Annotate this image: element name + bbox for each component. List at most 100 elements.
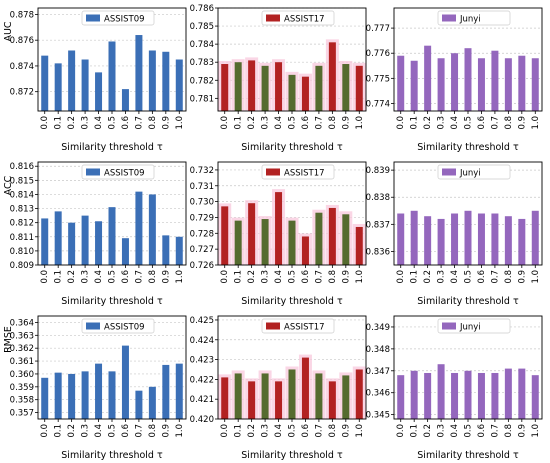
x-tick-label: 0.3 — [437, 270, 447, 284]
bar — [410, 60, 418, 111]
axes-frame — [37, 161, 187, 266]
axes-frame — [217, 7, 367, 112]
bar — [328, 207, 336, 265]
x-tick-label: 0.4 — [450, 424, 460, 438]
bar — [221, 64, 229, 111]
bar — [135, 390, 143, 419]
y-tick-label: 0.809 — [10, 261, 34, 271]
bar — [95, 72, 103, 111]
axes-frame — [37, 315, 187, 420]
x-tick-label: 0.3 — [261, 116, 271, 130]
x-tick-label: 0.3 — [81, 424, 91, 438]
bar — [275, 62, 283, 111]
bar — [424, 45, 432, 112]
x-tick-label: 0.4 — [274, 424, 284, 438]
x-tick-label: 0.4 — [274, 270, 284, 284]
bar — [95, 363, 103, 419]
bar — [301, 236, 309, 265]
x-tick-label: 0.4 — [450, 270, 460, 284]
axes-frame — [393, 7, 543, 112]
x-tick-label: 0.9 — [341, 116, 351, 130]
x-axis-label: Similarity threshold τ — [417, 450, 519, 461]
bar — [54, 63, 62, 111]
bar — [437, 58, 445, 111]
y-tick-label: 0.362 — [10, 344, 34, 354]
x-axis-label: Similarity threshold τ — [61, 296, 163, 307]
x-tick-label: 0.0 — [396, 424, 406, 438]
bar — [148, 194, 156, 265]
x-tick-label: 0.0 — [396, 270, 406, 284]
bar — [397, 375, 405, 419]
x-tick-label: 0.3 — [437, 424, 447, 438]
y-tick-label: 0.346 — [366, 389, 390, 399]
y-tick-label: 0.348 — [366, 345, 390, 355]
x-tick-label: 0.7 — [134, 424, 144, 438]
legend-swatch — [86, 322, 100, 330]
bar — [68, 373, 76, 419]
y-tick-label: 0.732 — [190, 166, 214, 176]
x-tick-label: 0.6 — [301, 270, 311, 284]
y-tick-label: 0.726 — [190, 261, 214, 271]
legend: Junyi — [437, 318, 511, 334]
bar — [108, 207, 116, 265]
y-axis-label: AUC — [3, 21, 14, 41]
bar — [121, 89, 129, 111]
x-tick-label: 0.7 — [314, 424, 324, 438]
y-tick-label: 0.421 — [190, 395, 214, 405]
x-tick-label: 0.2 — [247, 424, 257, 438]
x-tick-label: 0.8 — [148, 424, 158, 438]
x-tick-label: 0.9 — [341, 270, 351, 284]
bar — [41, 55, 49, 111]
bar — [234, 373, 242, 419]
axes-frame — [37, 7, 187, 112]
y-tick-label: 0.811 — [10, 233, 34, 243]
x-tick-label: 0.0 — [220, 424, 230, 438]
x-tick-label: 1.0 — [175, 424, 185, 438]
x-tick-label: 0.1 — [234, 424, 244, 438]
x-tick-label: 0.2 — [423, 424, 433, 438]
x-tick-label: 0.1 — [410, 116, 420, 130]
y-tick-label: 0.361 — [10, 357, 34, 367]
bar — [355, 65, 363, 111]
bar — [315, 65, 323, 111]
x-tick-label: 0.7 — [134, 116, 144, 130]
x-tick-label: 0.2 — [247, 270, 257, 284]
x-tick-label: 0.4 — [450, 116, 460, 130]
bar — [477, 372, 485, 419]
bar — [162, 51, 170, 111]
x-axis-label: Similarity threshold τ — [241, 142, 343, 153]
panel-acc-assist17: 0.726 0.727 0.728 0.729 0.730 0.731 0.732 0.0 0.… — [190, 161, 367, 307]
bar — [175, 363, 183, 419]
x-tick-label: 0.5 — [108, 116, 118, 130]
x-tick-label: 0.6 — [477, 116, 487, 130]
panel-rmse-assist09: 0.357 0.358 0.359 0.360 0.361 0.362 0.363 0.364… — [3, 315, 187, 461]
bar — [234, 220, 242, 265]
x-tick-label: 0.5 — [288, 424, 298, 438]
x-tick-label: 0.6 — [121, 270, 131, 284]
legend-label: Junyi — [459, 15, 481, 25]
bar — [108, 371, 116, 419]
x-tick-label: 0.9 — [161, 270, 171, 284]
x-tick-label: 0.6 — [121, 116, 131, 130]
axes-frame — [393, 315, 543, 420]
y-tick-label: 0.876 — [10, 36, 34, 46]
y-tick-label: 0.878 — [10, 10, 34, 20]
y-tick-label: 0.784 — [190, 40, 214, 50]
bar — [175, 59, 183, 111]
x-tick-label: 0.7 — [490, 270, 500, 284]
x-tick-label: 0.1 — [54, 270, 64, 284]
bar — [221, 377, 229, 419]
bar — [437, 364, 445, 419]
bar — [81, 215, 89, 265]
y-tick-label: 0.839 — [366, 166, 390, 176]
legend: ASSIST17 — [261, 10, 335, 26]
x-tick-label: 0.5 — [108, 270, 118, 284]
y-tick-label: 0.422 — [190, 375, 214, 385]
legend-swatch — [442, 14, 456, 22]
x-tick-label: 0.8 — [148, 270, 158, 284]
legend: ASSIST17 — [261, 164, 335, 180]
bar — [531, 375, 539, 419]
x-tick-label: 0.8 — [504, 270, 514, 284]
bar — [531, 58, 539, 111]
